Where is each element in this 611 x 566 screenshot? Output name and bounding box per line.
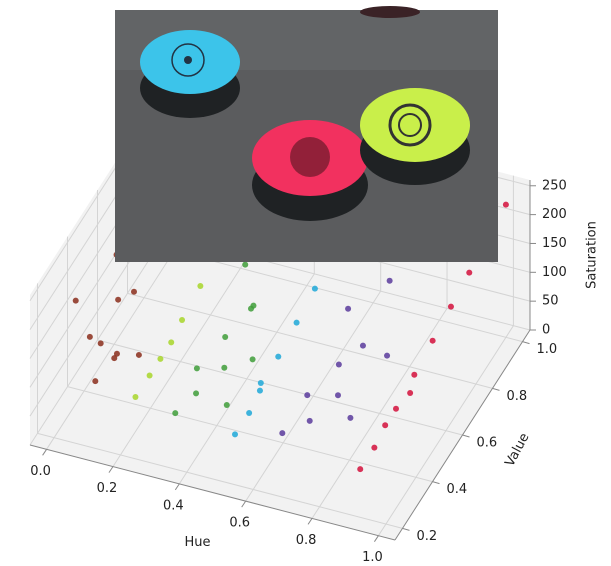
point	[384, 353, 390, 359]
x-tick-label: 0.4	[163, 498, 184, 513]
point	[360, 343, 366, 349]
point	[387, 278, 393, 284]
point	[503, 202, 509, 208]
point	[131, 289, 137, 295]
point	[179, 317, 185, 323]
point	[466, 270, 472, 276]
puck-yellow-green	[360, 88, 470, 162]
point	[407, 390, 413, 396]
y-tick-label: 0.6	[477, 436, 498, 451]
point	[382, 422, 388, 428]
z-tick-label: 250	[542, 178, 567, 193]
y-tick-label: 0.8	[507, 389, 528, 404]
point	[345, 306, 351, 312]
point	[257, 388, 263, 394]
point	[172, 410, 178, 416]
x-tick-label: 0.8	[296, 533, 317, 548]
point	[246, 410, 252, 416]
point	[248, 306, 254, 312]
point	[312, 286, 318, 292]
y-tick-label: 0.2	[417, 529, 438, 544]
z-tick-label: 150	[542, 236, 567, 251]
point	[232, 431, 238, 437]
point	[197, 283, 203, 289]
chart: 0.0 0.2 0.4 0.6 0.8 1.0 0.2 0.4 0.6 0.8 1.0 0 50 100 1…	[0, 0, 611, 566]
x-tick-label: 0.6	[229, 516, 250, 531]
y-tick-label: 1.0	[537, 342, 558, 357]
z-tick-label: 0	[542, 323, 550, 338]
x-tick-label: 1.0	[362, 550, 383, 565]
puck-edge	[360, 6, 420, 18]
point	[347, 415, 353, 421]
point	[87, 334, 93, 340]
point	[275, 354, 281, 360]
point	[393, 406, 399, 412]
point	[115, 297, 121, 303]
x-axis-label: Hue	[184, 535, 210, 550]
point	[307, 418, 313, 424]
point	[136, 352, 142, 358]
point	[168, 339, 174, 345]
x-tick-label: 0.0	[30, 464, 51, 479]
puck-pattern	[290, 137, 330, 177]
point	[294, 320, 300, 326]
point	[224, 402, 230, 408]
point	[132, 394, 138, 400]
x-tick-label: 0.2	[97, 481, 118, 496]
point	[279, 430, 285, 436]
point	[242, 262, 248, 268]
point	[222, 334, 228, 340]
point	[335, 392, 341, 398]
point	[411, 372, 417, 378]
point	[157, 356, 163, 362]
point	[430, 338, 436, 344]
point	[221, 365, 227, 371]
point	[250, 356, 256, 362]
point	[193, 390, 199, 396]
z-tick-label: 100	[542, 265, 567, 280]
z-tick-label: 50	[542, 294, 559, 309]
point	[98, 340, 104, 346]
point	[357, 466, 363, 472]
z-axis-label: Saturation	[585, 221, 600, 289]
point	[258, 380, 264, 386]
point	[448, 304, 454, 310]
point	[73, 298, 79, 304]
point	[336, 362, 342, 368]
puck-center	[184, 56, 192, 64]
y-tick-label: 0.4	[447, 482, 468, 497]
point	[147, 372, 153, 378]
point	[371, 445, 377, 451]
photo	[115, 6, 498, 262]
point	[92, 378, 98, 384]
point	[111, 355, 117, 361]
point	[304, 392, 310, 398]
z-tick-label: 200	[542, 207, 567, 222]
point	[194, 365, 200, 371]
